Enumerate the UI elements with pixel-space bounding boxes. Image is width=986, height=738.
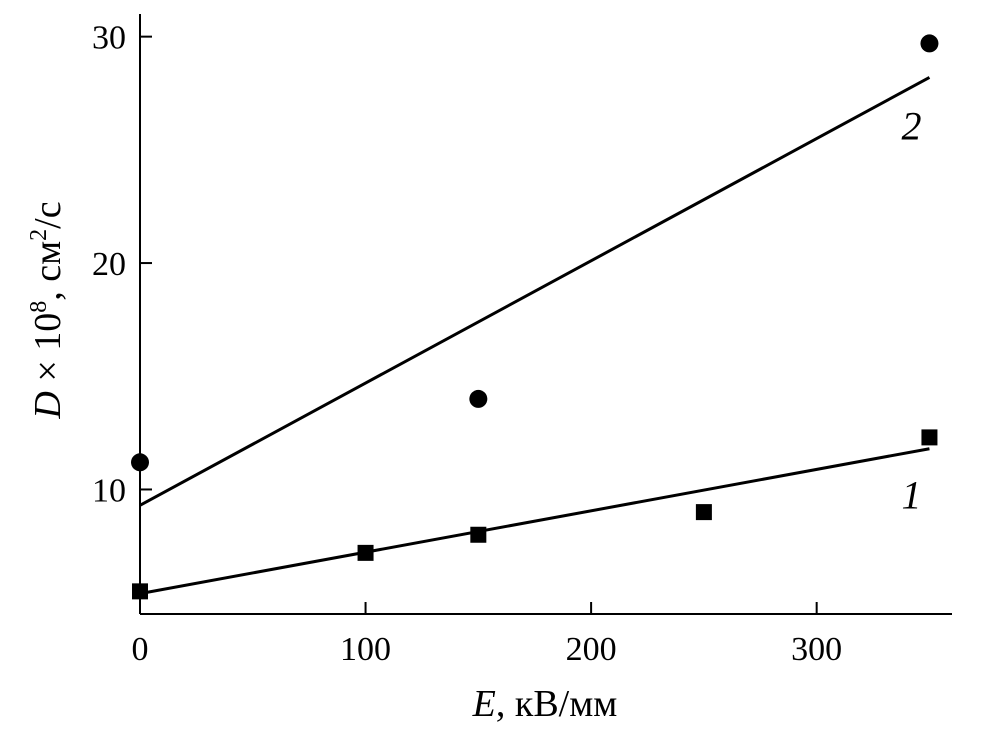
y-tick-label-1: 20 <box>92 246 126 283</box>
x-axis-symbol: E <box>472 683 496 725</box>
x-tick-label-0: 0 <box>132 631 149 668</box>
labels: 12 <box>901 103 921 517</box>
x-tick-label-3: 300 <box>791 631 842 668</box>
point-series-2-2 <box>920 34 939 53</box>
point-series-1-3 <box>695 504 712 521</box>
data-markers <box>131 34 939 600</box>
y-tick-label-0: 10 <box>92 472 126 509</box>
y-axis-unit-tail: /с <box>27 201 69 228</box>
y-axis-multiplier: × 10 <box>27 313 69 391</box>
y-axis-exponent: 8 <box>26 301 52 313</box>
point-series-1-1 <box>357 544 374 561</box>
point-series-1-0 <box>132 583 148 600</box>
point-series-1-4 <box>921 429 938 446</box>
x-axis-title: E, кВ/мм <box>472 683 618 725</box>
series-label-1: 1 <box>901 473 921 518</box>
ticks: 0 100 200 300 10 20 30 <box>92 20 842 668</box>
series-label-2: 2 <box>901 103 921 148</box>
fit-line-1 <box>139 447 930 596</box>
fit-line-2 <box>139 76 931 507</box>
x-axis-unit: , кВ/мм <box>496 683 617 725</box>
y-axis-unit: , см <box>27 241 69 301</box>
point-series-2-0 <box>131 453 149 472</box>
fit-lines <box>139 76 931 596</box>
y-axis-title: D × 108, см2/с <box>26 201 69 419</box>
point-series-2-1 <box>469 389 488 408</box>
x-tick-label-2: 200 <box>566 631 617 668</box>
y-axis-unit-exponent: 2 <box>26 229 52 241</box>
y-axis-symbol: D <box>27 391 69 419</box>
axes <box>139 14 952 615</box>
y-tick-label-2: 30 <box>92 20 126 57</box>
point-series-1-2 <box>470 526 487 543</box>
x-tick-label-1: 100 <box>340 631 391 668</box>
